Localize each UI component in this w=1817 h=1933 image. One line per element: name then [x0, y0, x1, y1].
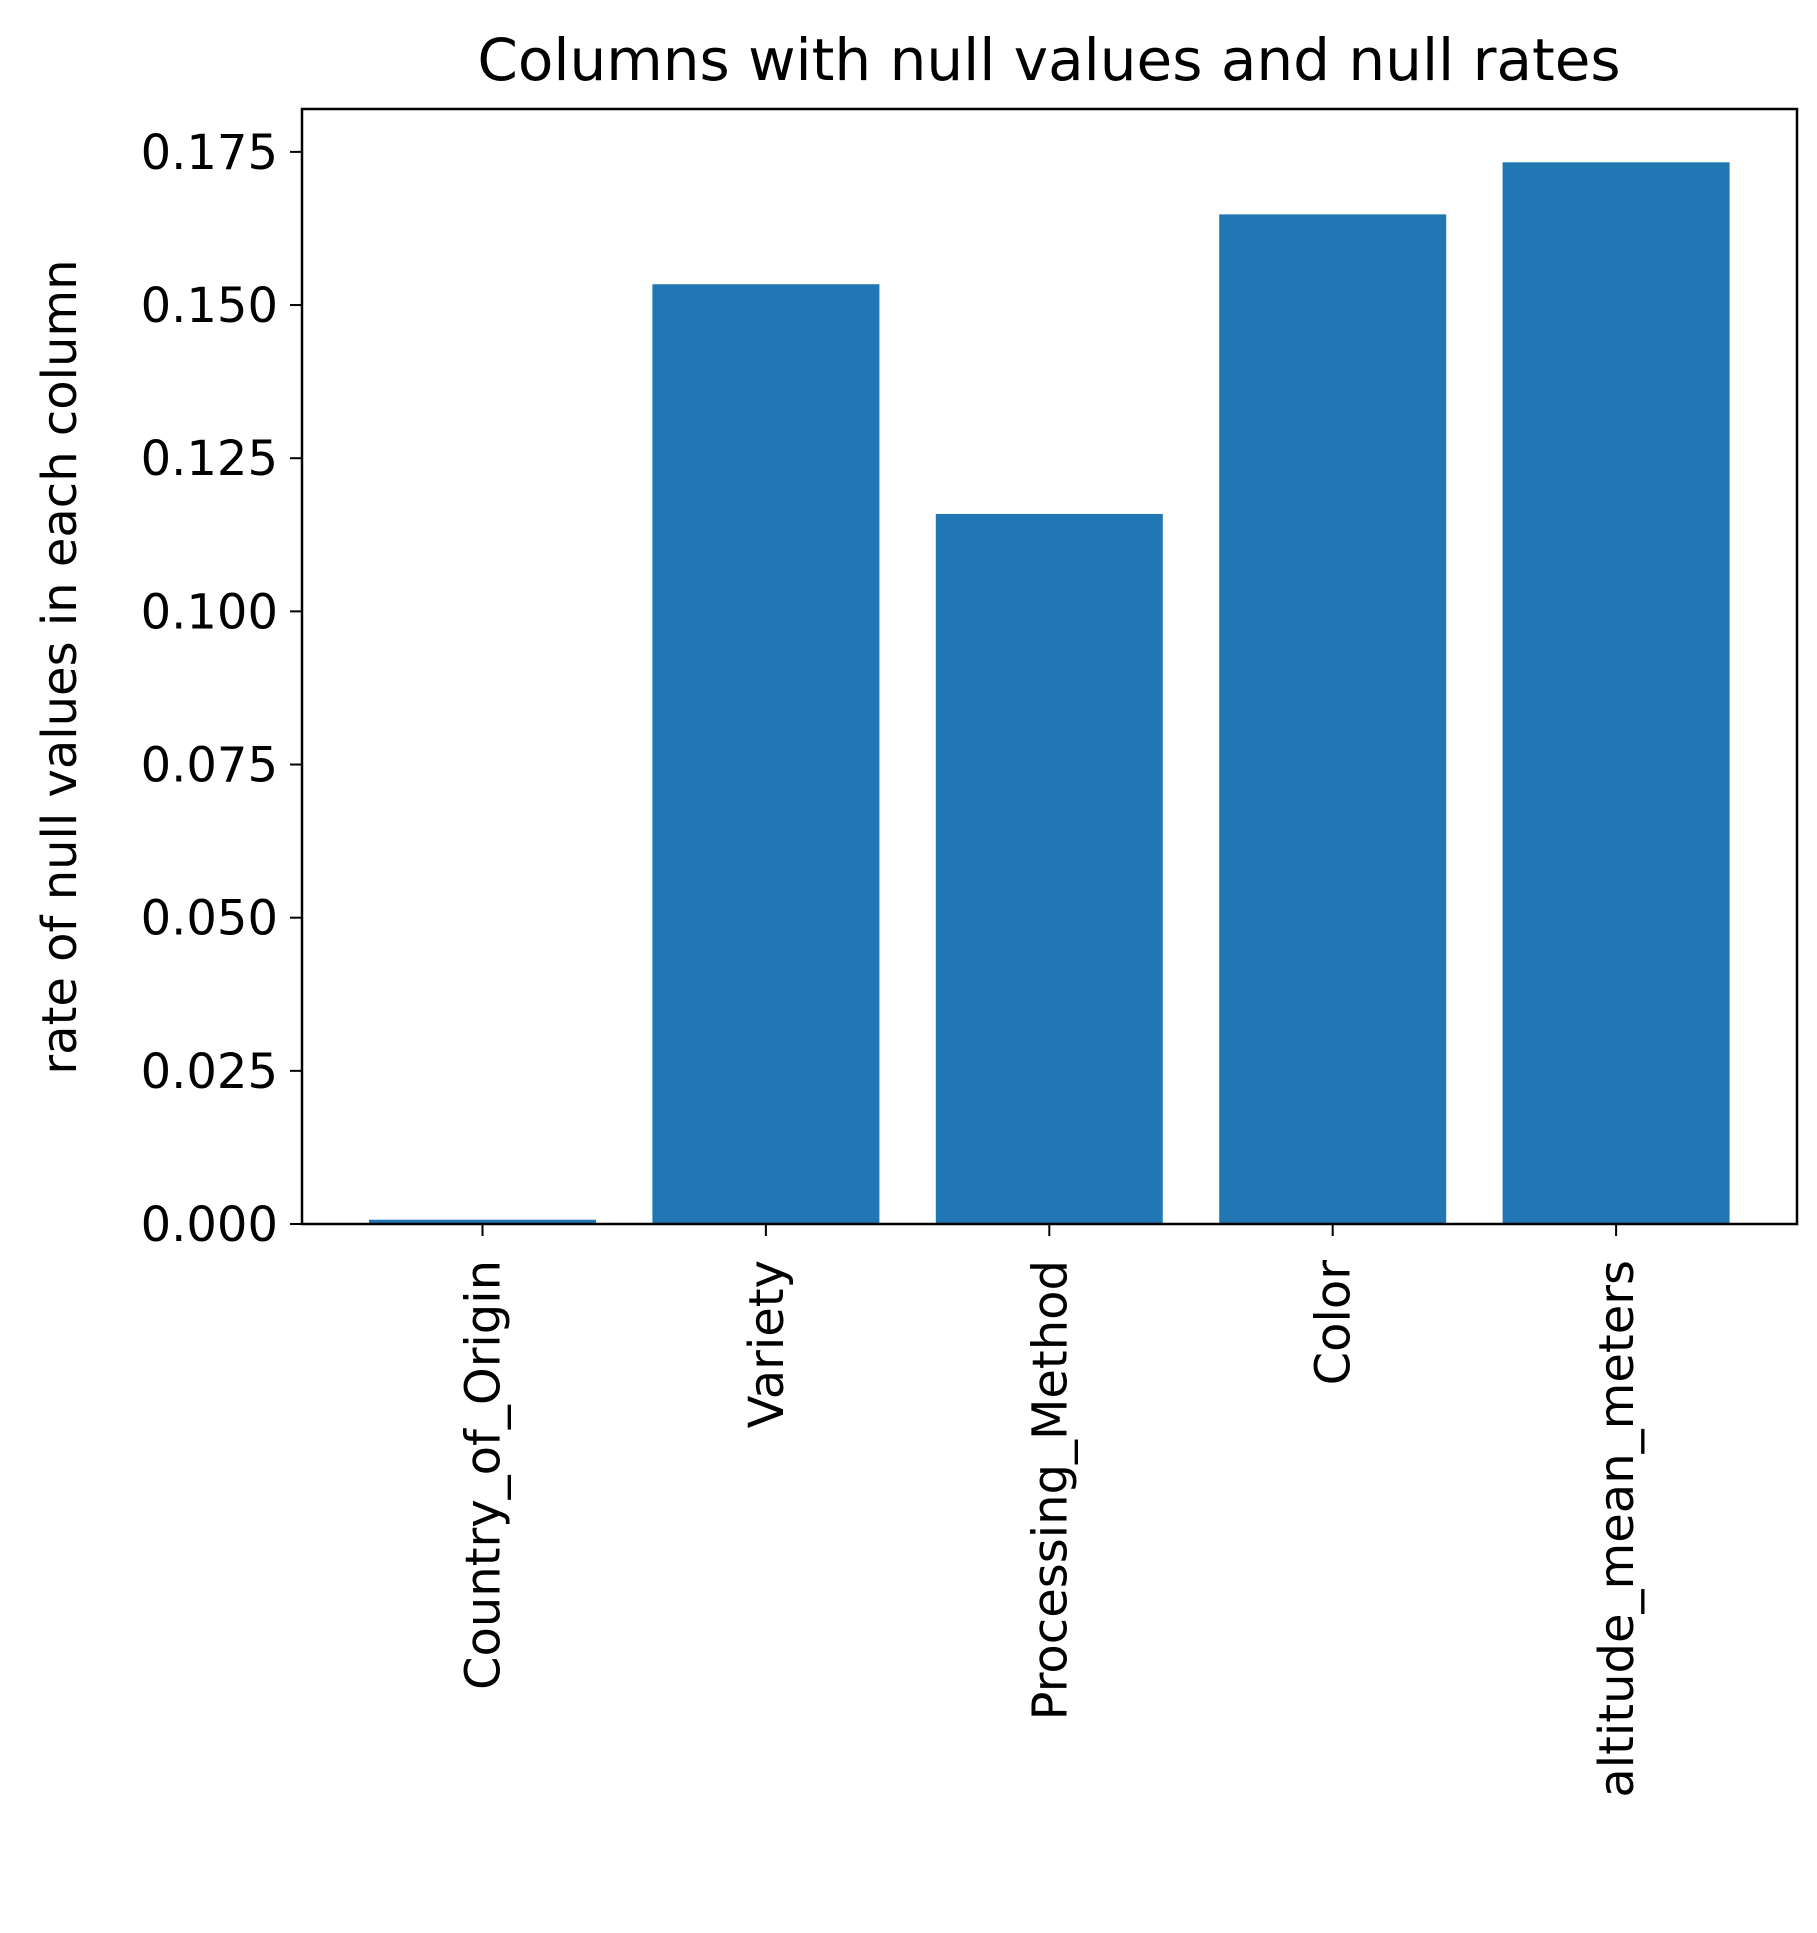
y-tick-label: 0.150	[141, 278, 278, 334]
x-tick-label: Variety	[739, 1260, 795, 1428]
y-tick-label: 0.050	[141, 891, 278, 947]
x-tick-label: Color	[1306, 1260, 1362, 1386]
y-tick-label: 0.075	[141, 738, 278, 794]
bars-layer	[369, 162, 1730, 1225]
bar-variety	[652, 284, 880, 1224]
bar-country-of-origin	[369, 1219, 596, 1224]
x-axis-ticks: Country_of_Origin Variety Processing_Metho…	[456, 1224, 1645, 1798]
y-axis-label: rate of null values in each column	[32, 259, 88, 1074]
plot-frame	[300, 107, 1799, 1226]
y-tick-label: 0.175	[141, 125, 278, 181]
y-axis-ticks: 0.000 0.025 0.050 0.075 0.100 0.125 0.150 0.175	[141, 125, 302, 1253]
bar-color	[1219, 214, 1447, 1224]
y-tick-label: 0.125	[141, 431, 278, 487]
x-tick-label: altitude_mean_meters	[1589, 1260, 1645, 1798]
chart-title: Columns with null values and null rates	[477, 26, 1620, 94]
y-tick-label: 0.100	[141, 584, 278, 640]
bar-altitude-mean-meters	[1502, 162, 1730, 1225]
y-tick-label: 0.025	[141, 1044, 278, 1100]
x-tick-label: Country_of_Origin	[456, 1260, 512, 1690]
y-tick-label: 0.000	[141, 1197, 278, 1253]
bar-processing-method	[935, 513, 1163, 1224]
x-tick-label: Processing_Method	[1022, 1260, 1078, 1720]
